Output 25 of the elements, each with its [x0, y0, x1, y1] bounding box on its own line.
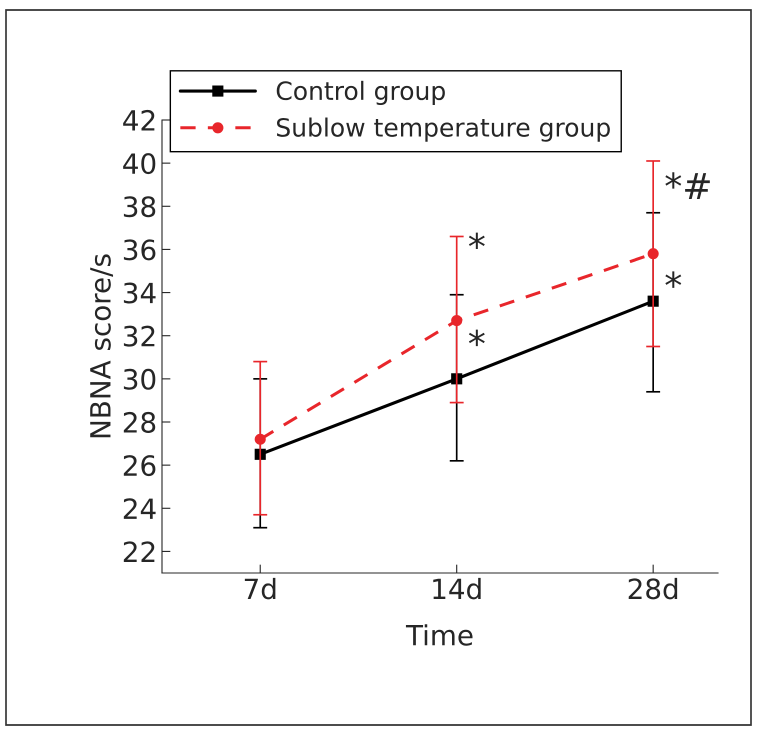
x-tick-label: 28d: [628, 578, 678, 600]
x-tick-label: 7d: [244, 578, 276, 600]
y-tick-label: 40: [123, 153, 156, 174]
y-tick-label: 34: [124, 282, 156, 304]
y-tick-label: 38: [124, 196, 156, 218]
y-axis-title: NBNA score/s: [90, 254, 114, 438]
point: [648, 248, 659, 260]
point: [451, 315, 462, 326]
y-tick-label: 26: [124, 455, 156, 476]
y-tick-label: 30: [124, 368, 156, 390]
y-tick-label: 24: [124, 498, 156, 519]
y-tick-label: 32: [124, 326, 154, 347]
legend-label: Sublow temperature group: [276, 118, 610, 142]
y-tick-label: 36: [124, 239, 156, 260]
annotation: *#: [665, 172, 710, 199]
point: [254, 434, 266, 445]
x-tick-label: 14d: [433, 578, 481, 600]
annotation: *: [468, 232, 485, 250]
y-tick-label: 28: [124, 412, 156, 433]
annotation: *: [665, 271, 682, 288]
x-axis-title: Time: [406, 624, 473, 646]
annotation: *: [468, 330, 485, 346]
y-tick-label: 42: [123, 110, 154, 131]
y-tick-label: 22: [124, 541, 154, 562]
legend-label: Control group: [276, 80, 445, 106]
